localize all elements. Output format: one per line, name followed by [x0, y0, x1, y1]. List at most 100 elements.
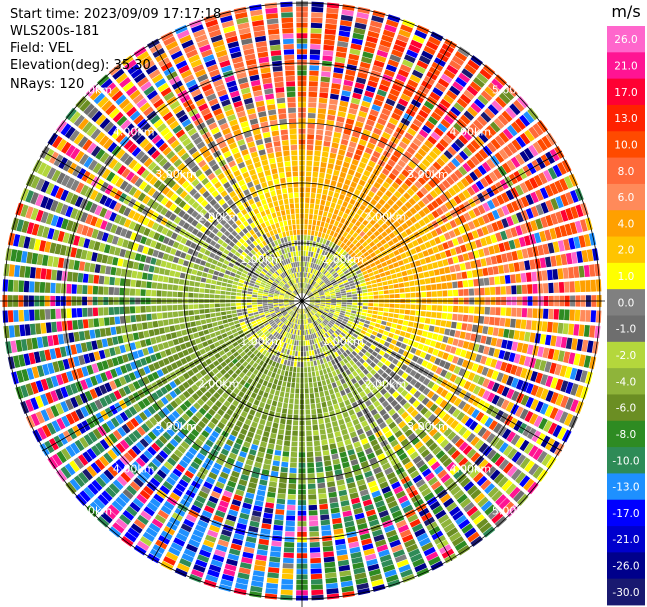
range-gate-cell — [482, 326, 489, 335]
range-gate-cell — [489, 316, 495, 326]
range-gate-cell — [562, 267, 569, 279]
range-gate-cell — [408, 44, 421, 54]
range-gate-cell — [409, 74, 421, 84]
range-gate-cell — [501, 162, 512, 174]
range-gate-cell — [429, 239, 437, 247]
range-gate-cell — [330, 88, 340, 95]
range-gate-cell — [303, 245, 306, 251]
range-gate-cell — [284, 542, 295, 548]
range-gate-cell — [260, 528, 271, 535]
range-gate-cell — [225, 307, 231, 311]
range-gate-cell — [383, 341, 390, 348]
range-gate-cell — [425, 40, 439, 51]
range-gate-cell — [320, 76, 331, 83]
range-gate-cell — [264, 403, 271, 410]
range-gate-cell — [260, 385, 266, 392]
range-gate-cell — [395, 199, 404, 208]
range-gate-cell — [319, 509, 329, 515]
range-gate-cell — [410, 248, 417, 255]
range-gate-cell — [474, 288, 480, 296]
range-gate-cell — [466, 186, 476, 196]
range-gate-cell — [374, 259, 381, 266]
range-gate-cell — [475, 239, 482, 248]
range-gate-cell — [387, 198, 395, 207]
range-gate-cell — [389, 224, 396, 231]
range-gate-cell — [324, 390, 330, 396]
range-gate-cell — [287, 499, 296, 505]
range-gate-cell — [307, 235, 311, 241]
range-gate-cell — [283, 376, 288, 382]
range-gate-cell — [376, 319, 382, 324]
range-gate-cell — [265, 502, 275, 509]
range-gate-cell — [308, 91, 318, 98]
range-gate-cell — [322, 55, 333, 62]
range-gate-cell — [352, 131, 361, 138]
range-gate-cell — [353, 87, 364, 95]
range-gate-cell — [404, 178, 413, 187]
range-gate-cell — [346, 304, 352, 308]
range-gate-cell — [500, 230, 508, 241]
range-gate-cell — [344, 196, 351, 203]
range-gate-cell — [515, 118, 526, 130]
range-gate-cell — [504, 318, 511, 328]
range-gate-cell — [163, 319, 169, 326]
range-gate-cell — [338, 385, 344, 392]
range-gate-cell — [354, 171, 362, 179]
range-gate-cell — [335, 290, 341, 293]
range-gate-cell — [322, 407, 328, 413]
range-gate-cell — [400, 93, 411, 102]
range-gate-cell — [279, 391, 285, 398]
range-gate-cell — [326, 582, 338, 589]
range-gate-cell — [315, 264, 319, 270]
range-gate-cell — [470, 55, 483, 67]
range-gate-cell — [400, 24, 413, 33]
range-gate-cell — [275, 444, 283, 451]
range-gate-cell — [321, 275, 326, 280]
range-gate-cell — [384, 69, 395, 78]
range-gate-cell — [348, 249, 354, 255]
range-gate-cell — [313, 263, 317, 269]
range-gate-cell — [321, 380, 327, 386]
range-gate-cell — [291, 382, 295, 388]
range-gate-cell — [341, 297, 347, 300]
range-gate-cell — [548, 308, 554, 320]
range-gate-cell — [282, 402, 288, 409]
range-gate-cell — [341, 295, 347, 298]
range-gate-cell — [494, 317, 500, 326]
range-gate-cell — [326, 119, 335, 126]
range-gate-cell — [336, 479, 345, 486]
range-gate-cell — [410, 39, 423, 49]
range-gate-cell — [324, 465, 333, 472]
range-gate-cell — [278, 396, 284, 403]
range-gate-cell — [398, 141, 408, 150]
range-gate-cell — [530, 206, 539, 218]
range-gate-cell — [337, 396, 343, 403]
range-gate-cell — [352, 32, 365, 40]
range-gate-cell — [517, 96, 529, 109]
range-gate-cell — [462, 162, 472, 173]
range-gate-cell — [273, 395, 279, 402]
range-gate-cell — [320, 396, 326, 403]
range-gate-cell — [315, 253, 319, 259]
range-gate-cell — [313, 282, 318, 287]
range-gate-cell — [328, 104, 337, 111]
range-gate-cell — [247, 307, 253, 311]
range-gate-cell — [277, 434, 284, 440]
range-gate-cell — [327, 114, 336, 121]
range-gate-cell — [286, 419, 292, 425]
range-gate-cell — [362, 51, 374, 59]
range-gate-cell — [230, 325, 236, 330]
range-gate-cell — [537, 244, 545, 256]
range-gate-cell — [484, 107, 496, 119]
range-gate-cell — [385, 19, 399, 28]
range-gate-cell — [331, 303, 336, 306]
range-gate-cell — [311, 409, 317, 415]
range-gate-cell — [172, 338, 180, 346]
range-gate-cell — [311, 257, 315, 263]
range-gate-cell — [506, 124, 518, 137]
range-gate-cell — [306, 272, 309, 278]
range-gate-cell — [339, 401, 345, 408]
range-gate-cell — [511, 307, 517, 317]
range-gate-cell — [313, 430, 319, 436]
range-gate-cell — [290, 345, 294, 351]
